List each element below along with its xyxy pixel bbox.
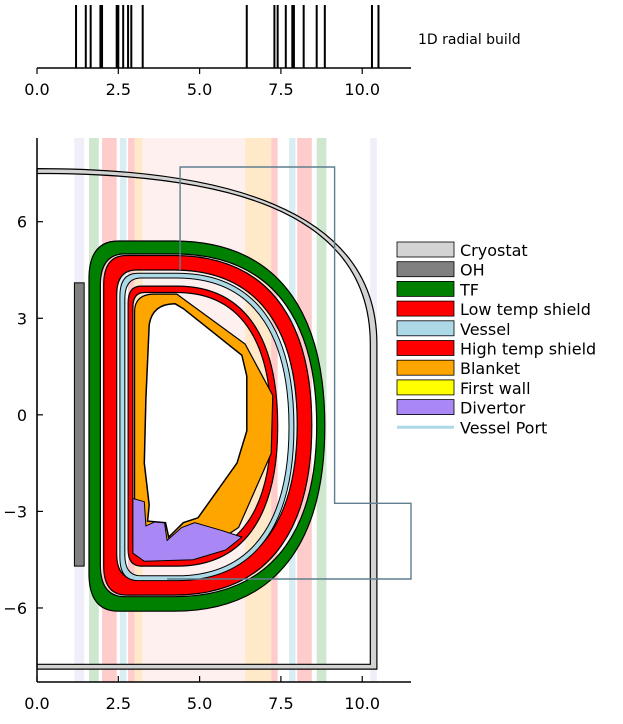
radial-x-tick-label-2: 5.0 <box>187 80 212 99</box>
legend-swatch-5 <box>396 340 455 356</box>
legend-swatch-3 <box>396 300 455 317</box>
legend-label-6: Blanket <box>460 359 520 378</box>
cross-y-tick-label-0: 6 <box>17 213 27 232</box>
legend-swatch-8 <box>396 399 455 416</box>
legend-swatch-2 <box>396 280 455 297</box>
cross-section-x-ticks: 0.0 2.5 5.0 7.5 10.0 <box>24 676 380 713</box>
cross-section-shapes <box>36 166 412 670</box>
cross-y-tick-label-2: 0 <box>17 406 27 425</box>
legend-swatch-6 <box>396 359 455 376</box>
radial-build-panel: 0.0 2.5 5.0 7.5 10.0 1D radial build <box>24 5 521 99</box>
cross-y-tick-label-1: 3 <box>17 309 27 328</box>
legend-swatch-7 <box>396 379 455 396</box>
legend-label-4: Vessel <box>460 320 511 339</box>
radial-build-x-ticks: 0.0 2.5 5.0 7.5 10.0 <box>24 68 380 99</box>
legend-label-0: Cryostat <box>460 241 528 260</box>
legend-label-9: Vessel Port <box>460 418 547 437</box>
radial-x-tick-label-1: 2.5 <box>106 80 131 99</box>
radial-build-title: 1D radial build <box>418 32 521 48</box>
legend-label-8: Divertor <box>460 399 526 418</box>
vessel-port-outline <box>167 166 412 580</box>
cross-x-tick-label-0: 0.0 <box>24 694 49 713</box>
tf-coil-shape <box>88 240 326 612</box>
cross-section-y-ticks: 6 3 0 −3 −6 <box>3 213 43 618</box>
legend-label-5: High temp shield <box>460 340 596 359</box>
divertor-shape <box>132 497 243 562</box>
legend-label-1: OH <box>460 261 485 280</box>
cross-y-tick-label-3: −3 <box>3 502 27 521</box>
cross-x-tick-label-3: 7.5 <box>268 694 293 713</box>
oh-coil <box>73 282 85 567</box>
legend-swatch-0 <box>396 241 455 258</box>
radial-x-tick-label-3: 7.5 <box>268 80 293 99</box>
legend-swatch-4 <box>396 320 455 337</box>
cross-x-tick-label-1: 2.5 <box>106 694 131 713</box>
cross-y-tick-label-4: −6 <box>3 599 27 618</box>
cross-x-tick-label-2: 5.0 <box>187 694 212 713</box>
legend-label-3: Low temp shield <box>460 300 591 319</box>
first-wall-plasma-shape <box>143 303 248 539</box>
radial-x-tick-label-4: 10.0 <box>344 80 380 99</box>
vessel-shape <box>119 272 295 582</box>
cross-x-tick-label-4: 10.0 <box>344 694 380 713</box>
cross-section-panel: 0.0 2.5 5.0 7.5 10.0 6 3 0 −3 −6 <box>3 138 412 713</box>
cryostat-shape <box>36 167 378 670</box>
radial-x-tick-label-0: 0.0 <box>24 80 49 99</box>
high-temp-shield-shape <box>127 285 279 567</box>
legend-swatch-1 <box>396 261 455 278</box>
radial-build-boundaries <box>75 5 380 68</box>
legend-label-7: First wall <box>460 379 531 398</box>
legend-label-2: TF <box>459 280 479 299</box>
